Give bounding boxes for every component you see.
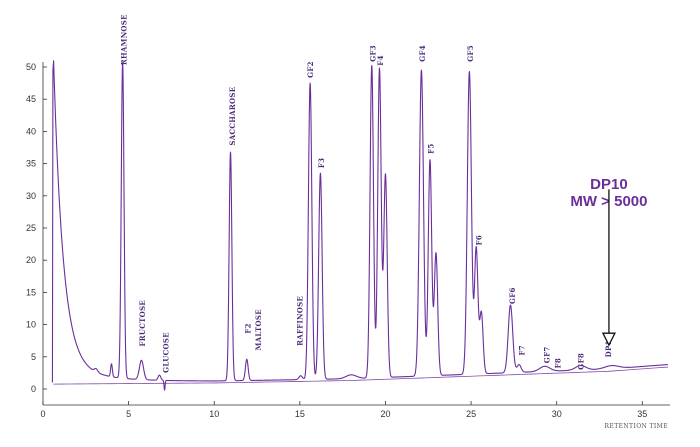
peak-label: F7 [518, 345, 527, 355]
peak-label: DP10 [604, 335, 613, 357]
y-tick-label: 50 [26, 62, 36, 72]
peak-label: GF6 [508, 287, 517, 304]
x-tick-label: 0 [40, 409, 45, 419]
axes-layer: 0 5 10 15 20 25 30 35 0 5 10 15 20 25 30 35 40 45 50 RETENT… [26, 62, 670, 430]
series-layer [51, 60, 669, 391]
x-tick-label: 10 [209, 409, 219, 419]
x-tick-label: 5 [126, 409, 131, 419]
y-tick-label: 25 [26, 223, 36, 233]
y-tick-label: 30 [26, 191, 36, 201]
callout-title: DP10 [590, 176, 628, 193]
y-tick-label: 15 [26, 287, 36, 297]
y-tick-label: 5 [31, 352, 36, 362]
y-tick-label: 0 [31, 384, 36, 394]
x-tick-label: 35 [637, 409, 647, 419]
peak-label: GF3 [369, 45, 378, 62]
x-tick-label: 25 [466, 409, 476, 419]
y-tick-label: 40 [26, 126, 36, 136]
peak-label-layer: RHAMNOSE FRUCTOSE GLUCOSE SACCHAROSE F2 MALTO… [119, 14, 613, 373]
peak-label: F2 [244, 323, 253, 333]
peak-label: GF4 [418, 45, 427, 62]
peak-label: GLUCOSE [161, 332, 170, 373]
peak-label: F4 [376, 55, 385, 65]
peak-label: F8 [553, 358, 562, 368]
y-tick-label: 20 [26, 255, 36, 265]
x-tick-label: 15 [295, 409, 305, 419]
callout-arrow-head [601, 332, 616, 347]
baseline-trace [53, 366, 669, 385]
peak-label: F3 [317, 158, 326, 168]
peak-label: SACCHAROSE [228, 87, 237, 146]
peak-label: RHAMNOSE [119, 14, 128, 65]
y-tick-label: 45 [26, 94, 36, 104]
peak-label: GF5 [466, 45, 475, 62]
chromatogram-trace [51, 60, 669, 391]
y-tick-label: 10 [26, 320, 36, 330]
x-axis-title: RETENTION TIME [605, 423, 668, 430]
peak-label: GF8 [577, 353, 586, 370]
peak-label: MALTOSE [254, 309, 263, 350]
peak-label: GF7 [542, 346, 551, 363]
peak-label: GF2 [306, 61, 315, 78]
peak-label: RAFFINOSE [296, 296, 305, 346]
peak-label: FRUCTOSE [138, 300, 147, 347]
peak-label: F5 [427, 143, 436, 153]
x-tick-label: 30 [552, 409, 562, 419]
x-tick-label: 20 [380, 409, 390, 419]
y-tick-label: 35 [26, 159, 36, 169]
peak-label: F6 [475, 235, 484, 245]
